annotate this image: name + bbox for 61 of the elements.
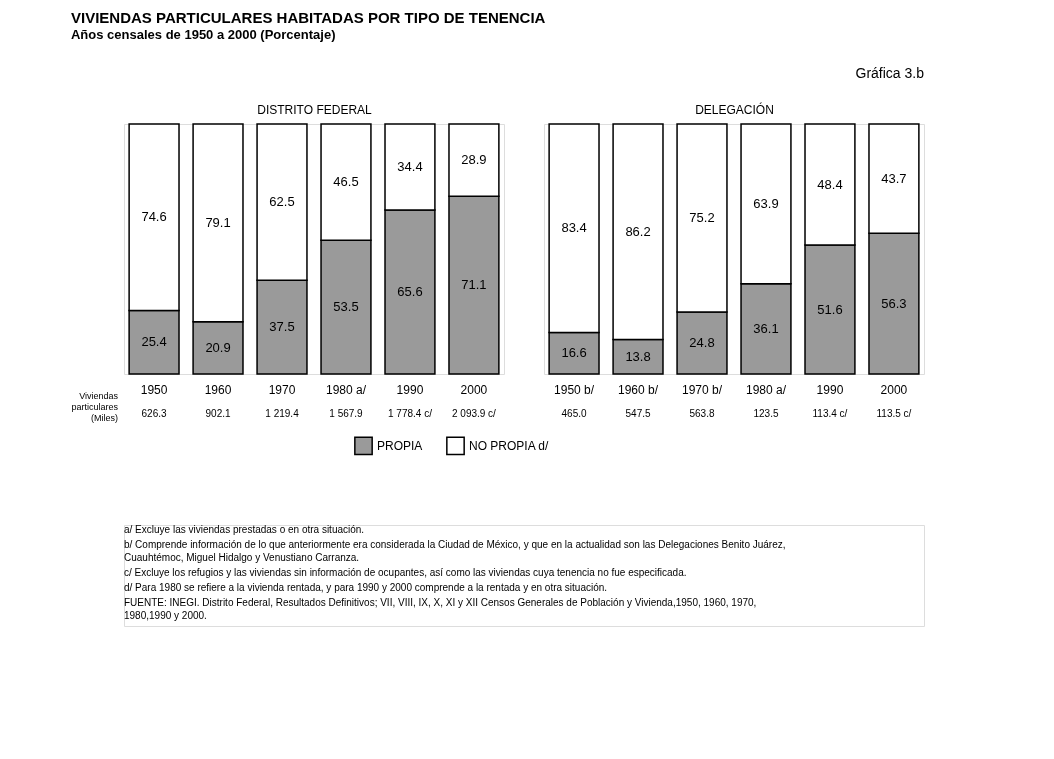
- text: 902.1: [205, 408, 231, 419]
- x-tick-label: 1980 a/: [745, 383, 787, 397]
- text: 113.5 c/: [876, 408, 912, 419]
- data-label: 36.1: [753, 320, 779, 336]
- text: 113.4 c/: [812, 408, 848, 419]
- text: 626.3: [141, 408, 168, 419]
- legend-label: NO PROPIA d/: [469, 438, 550, 453]
- data-label: 25.4: [141, 334, 167, 350]
- data-label: 34.4: [397, 159, 423, 174]
- data-label: 46.5: [333, 174, 359, 190]
- data-label: 86.2: [625, 223, 651, 239]
- text: b/ Comprende información de lo que anteriormente era considerada la Ciudad de México, y que en la actualidad son las Delegaciones Benito Juárez, Cuauhtémoc, Miguel Hidalgo y Venustiano Carranza.: [124, 539, 786, 563]
- data-label: 74.6: [141, 209, 167, 225]
- x-tick-label: 1950 b/: [554, 383, 595, 397]
- data-label: 37.5: [269, 319, 295, 335]
- x-tick-label: 1970 b/: [681, 383, 723, 397]
- data-label: 20.9: [205, 339, 231, 355]
- data-label: 79.1: [205, 214, 231, 230]
- text: 547.5: [625, 408, 651, 419]
- x-axis-title: DELEGACIÓN: [695, 101, 774, 117]
- x-tick-label: 1960: [204, 383, 232, 397]
- text: 465.0: [561, 408, 588, 419]
- data-label: 71.1: [461, 277, 487, 293]
- text: 123.5: [753, 408, 779, 419]
- data-label: 24.8: [689, 335, 715, 350]
- data-label: 13.8: [625, 348, 651, 364]
- data-label: 16.6: [561, 345, 587, 361]
- data-label: 28.9: [461, 152, 487, 168]
- legend-label: PROPIA: [377, 438, 423, 453]
- text: 1 567.9: [329, 408, 364, 419]
- data-label: 56.3: [881, 295, 907, 311]
- text: 2 093.9 c/: [451, 408, 497, 419]
- x-tick-label: 2000: [460, 383, 488, 397]
- data-label: 65.6: [397, 284, 423, 299]
- x-tick-label: 1990: [396, 383, 424, 397]
- x-tick-label: 2000: [880, 383, 908, 397]
- data-label: 75.2: [689, 210, 715, 225]
- text: d/ Para 1980 se refiere a la vivienda rentada, y para 1990 y 2000 comprende a la rentada y en otra situación.: [124, 582, 608, 593]
- x-axis-title: DISTRITO FEDERAL: [257, 102, 373, 117]
- source-note: FUENTE: INEGI. Distrito Federal, Resultados Definitivos; VII, VIII, IX, X, XI y XII Censos Generales de Población y Vivienda,1950, 1960, 1970, 1980,1990 y 2000.: [124, 597, 757, 621]
- data-label: 53.5: [333, 299, 359, 315]
- data-label: 48.4: [817, 176, 843, 192]
- data-label: 51.6: [817, 301, 843, 317]
- text: Viviendas particulares (Miles): [71, 391, 119, 423]
- text: 1 219.4: [265, 408, 300, 419]
- text: a/ Excluye las viviendas prestadas o en otra situación.: [124, 524, 365, 535]
- x-tick-label: 1980 a/: [325, 383, 367, 397]
- x-tick-label: 1990: [816, 383, 844, 397]
- text: 1 778.4 c/: [388, 408, 433, 419]
- data-label: 83.4: [561, 220, 587, 236]
- chart-title: Gráfica 3.b: [855, 65, 925, 81]
- chart-subtitle: Años censales de 1950 a 2000 (Porcentaje): [70, 26, 336, 42]
- data-label: 43.7: [881, 170, 907, 186]
- chart-title: VIVIENDAS PARTICULARES HABITADAS POR TIPO DE TENENCIA: [70, 8, 546, 26]
- x-tick-label: 1970: [268, 383, 296, 397]
- data-label: 62.5: [269, 194, 295, 210]
- x-tick-label: 1950: [140, 383, 168, 397]
- data-label: 63.9: [753, 195, 779, 211]
- text: 563.8: [689, 408, 715, 419]
- text: c/ Excluye los refugios y las viviendas sin información de ocupantes, así como las viviendas cuya tenencia no fue especificada.: [124, 567, 687, 578]
- x-tick-label: 1960 b/: [618, 383, 659, 397]
